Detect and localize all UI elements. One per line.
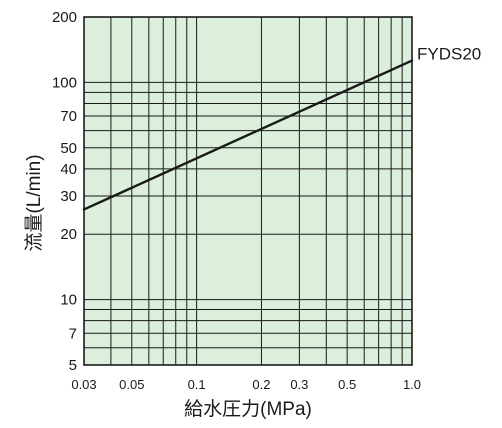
y-tick-label: 20 [60, 226, 77, 243]
x-gridlines [110, 17, 403, 365]
y-tick-label: 200 [52, 9, 77, 26]
x-tick-label: 0.5 [338, 377, 356, 392]
x-tick-label: 0.05 [119, 377, 144, 392]
y-tick-label: 50 [60, 140, 77, 157]
series-label: FYDS20 [417, 45, 481, 64]
x-axis-title: 給水圧力(MPa) [184, 398, 312, 420]
y-tick-label: 10 [60, 292, 77, 309]
series-labels: FYDS20 [417, 45, 481, 64]
series-layer [82, 59, 414, 211]
y-tick-label: 100 [52, 74, 77, 91]
y-tick-labels: 5 7 10 20 30 40 50 70 100 200 [52, 9, 77, 374]
y-tick-label: 70 [60, 108, 77, 125]
x-tick-labels: 0.03 0.05 0.1 0.2 0.3 0.5 1.0 [71, 377, 421, 392]
y-tick-label: 5 [69, 357, 77, 374]
y-gridlines [84, 81, 412, 349]
x-tick-label: 0.3 [290, 377, 308, 392]
series-line [82, 59, 414, 211]
plot-frame [83, 16, 413, 366]
x-tick-label: 0.03 [71, 377, 96, 392]
plot-area [84, 17, 412, 365]
x-tick-label: 0.2 [252, 377, 270, 392]
x-tick-label: 1.0 [403, 377, 421, 392]
y-axis-title: 流量(L/min) [23, 154, 45, 251]
x-tick-label: 0.1 [188, 377, 206, 392]
y-tick-label: 30 [60, 188, 77, 205]
y-tick-label: 7 [69, 325, 77, 342]
y-tick-label: 40 [60, 161, 77, 178]
